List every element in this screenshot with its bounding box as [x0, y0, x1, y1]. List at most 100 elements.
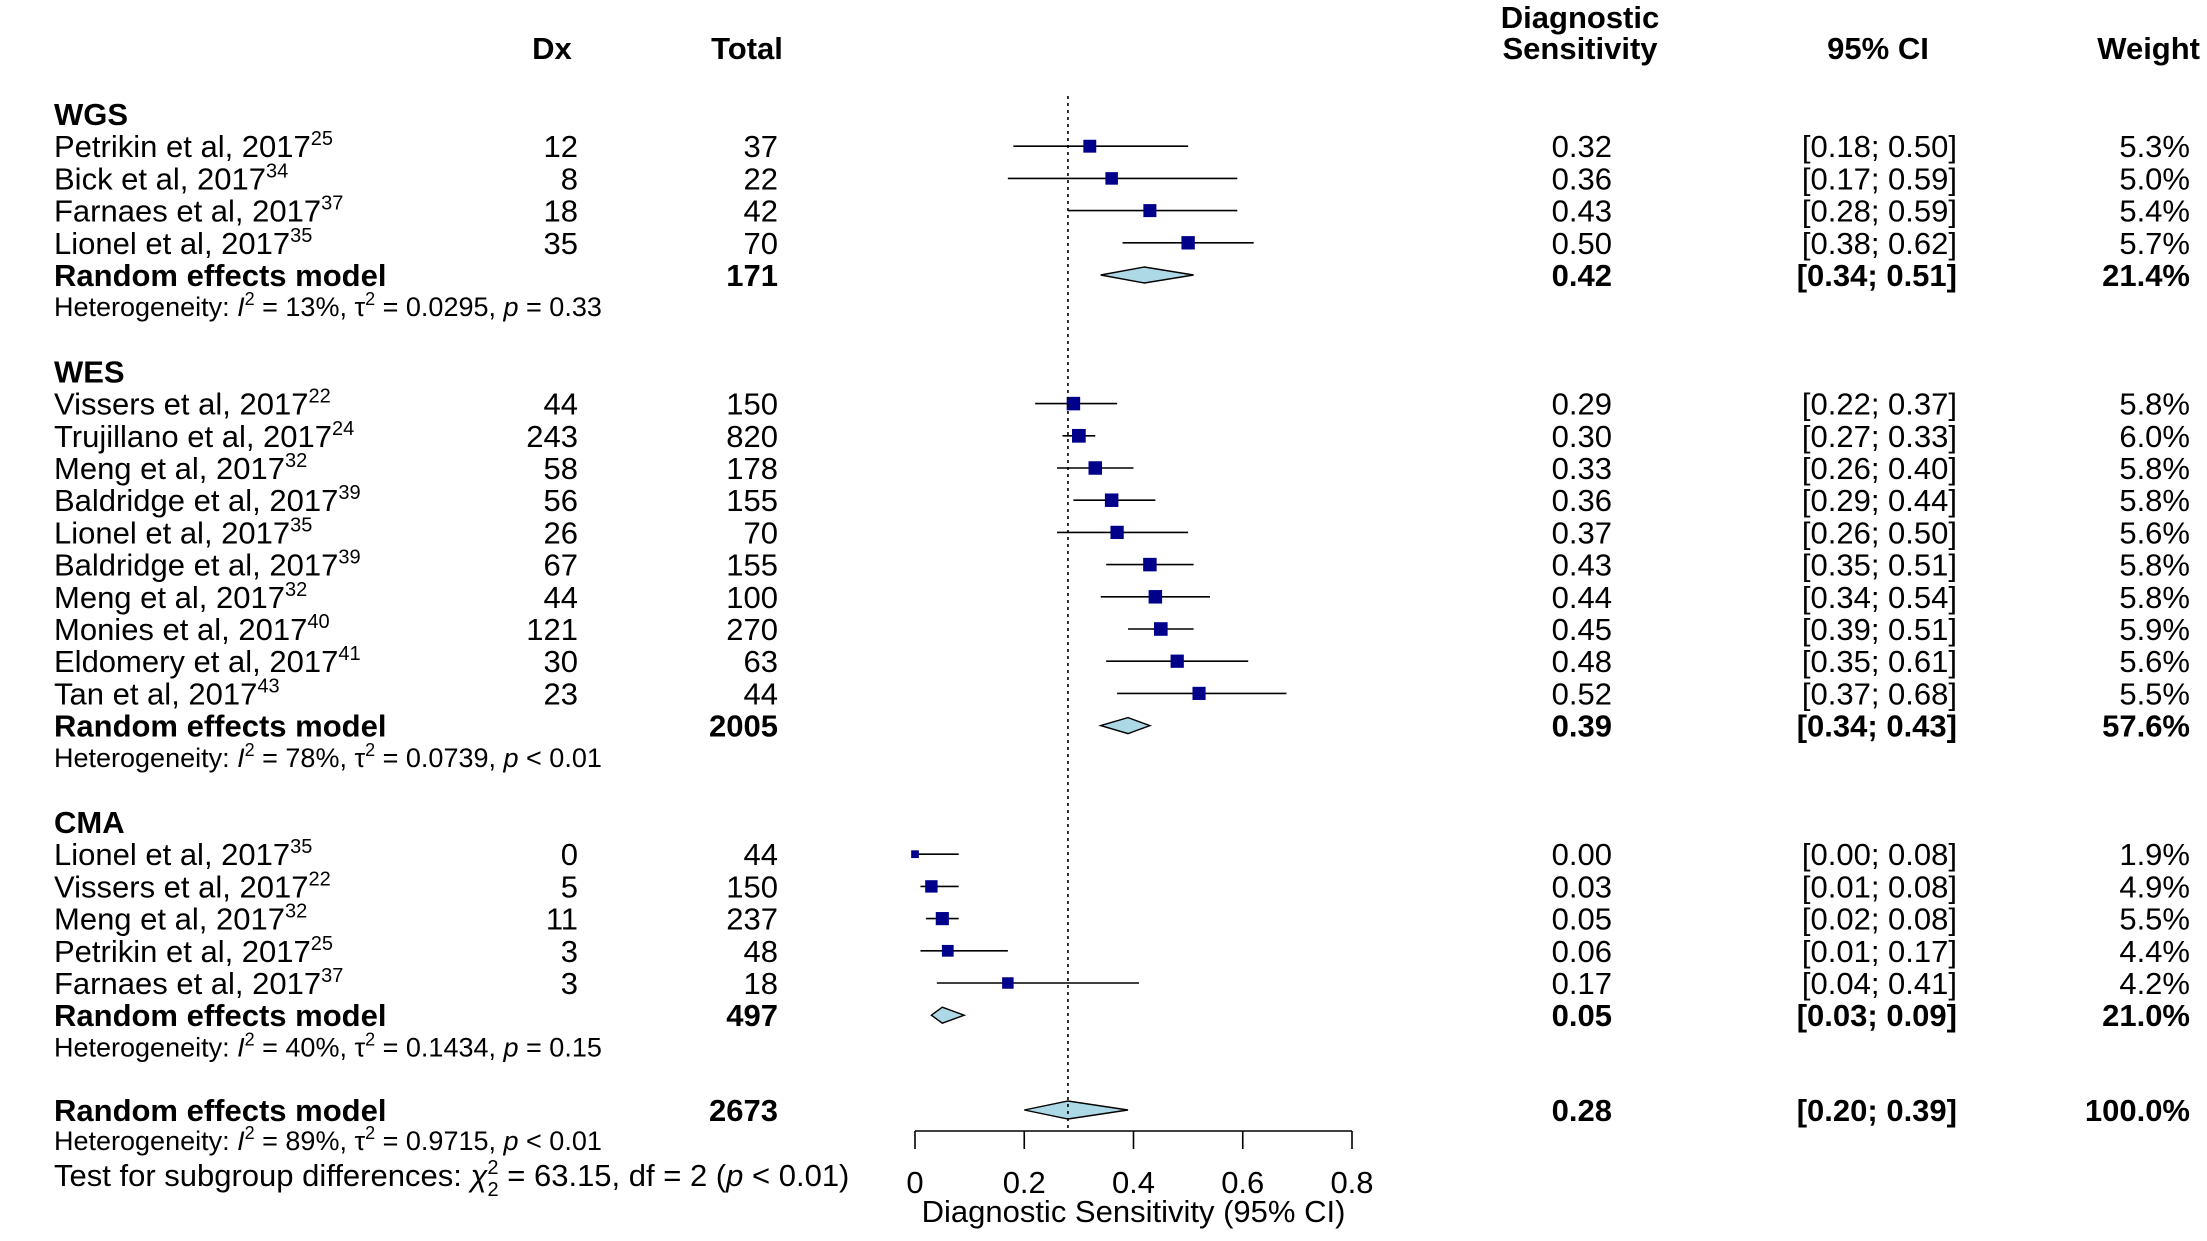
x-tick-label: 0: [906, 1165, 923, 1200]
study-label: Meng et al, 201732: [54, 901, 307, 937]
study-weight: 5.7%: [2119, 226, 2190, 261]
study-label: Farnaes et al, 201737: [54, 193, 343, 229]
model-label: Random effects model: [54, 258, 386, 293]
study-dx: 121: [526, 612, 578, 647]
study-label: Bick et al, 201734: [54, 160, 288, 196]
heterogeneity-text: Heterogeneity: I2 = 89%, τ2 = 0.9715, p …: [54, 1123, 602, 1156]
group-heading-wgs: WGS: [54, 97, 128, 132]
study-total: 18: [744, 966, 778, 1001]
study-estimate: 0.29: [1552, 387, 1612, 422]
study-total: 63: [744, 644, 778, 679]
study-estimate: 0.06: [1552, 934, 1612, 969]
study-estimate: 0.30: [1552, 419, 1612, 454]
x-tick-label: 0.4: [1112, 1165, 1155, 1200]
study-marker: [911, 850, 919, 859]
study-dx: 23: [544, 676, 578, 711]
x-tick-label: 0.2: [1003, 1165, 1046, 1200]
model-weight: 57.6%: [2102, 709, 2190, 744]
study-dx: 0: [561, 837, 578, 872]
study-dx: 12: [544, 129, 578, 164]
model-label: Random effects model: [54, 998, 386, 1033]
overall-estimate: 0.28: [1552, 1093, 1612, 1128]
x-tick-label: 0.8: [1330, 1165, 1373, 1200]
study-weight: 5.8%: [2119, 483, 2190, 518]
study-ci: [0.01; 0.17]: [1802, 934, 1957, 969]
study-total: 70: [744, 226, 778, 261]
group-heading-cma: CMA: [54, 805, 125, 840]
study-dx: 11: [546, 902, 578, 937]
study-label: Lionel et al, 201735: [54, 836, 312, 872]
study-total: 44: [744, 676, 778, 711]
study-dx: 243: [526, 419, 578, 454]
study-weight: 5.8%: [2119, 580, 2190, 615]
header-ci: 95% CI: [1827, 31, 1929, 66]
study-marker: [935, 912, 949, 926]
overall-weight: 100.0%: [2085, 1093, 2190, 1128]
study-marker: [1170, 654, 1184, 668]
study-weight: 5.8%: [2119, 451, 2190, 486]
study-ci: [0.18; 0.50]: [1802, 129, 1957, 164]
study-label: Meng et al, 201732: [54, 450, 307, 486]
study-estimate: 0.17: [1552, 966, 1612, 1001]
study-weight: 5.5%: [2119, 902, 2190, 937]
study-label: Eldomery et al, 201741: [54, 643, 361, 679]
study-marker: [1143, 204, 1157, 218]
study-ci: [0.37; 0.68]: [1802, 676, 1957, 711]
study-marker: [1110, 525, 1124, 540]
study-label: Baldridge et al, 201739: [54, 547, 361, 583]
study-dx: 8: [561, 161, 578, 196]
study-estimate: 0.52: [1552, 676, 1612, 711]
study-marker: [1066, 396, 1081, 411]
study-dx: 5: [561, 869, 578, 904]
study-label: Lionel et al, 201735: [54, 225, 312, 261]
study-total: 150: [726, 869, 778, 904]
study-marker: [941, 944, 954, 957]
x-axis-title: Diagnostic Sensitivity (95% CI): [922, 1194, 1346, 1229]
study-estimate: 0.36: [1552, 161, 1612, 196]
model-total: 2005: [709, 709, 778, 744]
study-total: 42: [744, 194, 778, 229]
study-ci: [0.35; 0.61]: [1802, 644, 1957, 679]
study-weight: 4.4%: [2119, 934, 2190, 969]
study-dx: 58: [544, 451, 578, 486]
study-ci: [0.38; 0.62]: [1802, 226, 1957, 261]
x-tick-label: 0.6: [1221, 1165, 1264, 1200]
study-ci: [0.29; 0.44]: [1802, 483, 1957, 518]
study-label: Tan et al, 201743: [54, 675, 280, 711]
study-total: 237: [726, 902, 778, 937]
header-total: Total: [711, 31, 783, 66]
study-total: 155: [726, 548, 778, 583]
header-weight: Weight: [2097, 31, 2200, 66]
study-weight: 5.6%: [2119, 644, 2190, 679]
model-weight: 21.0%: [2102, 998, 2190, 1033]
study-total: 48: [744, 934, 778, 969]
study-label: Farnaes et al, 201737: [54, 965, 343, 1001]
header-estimate-line2: Sensitivity: [1502, 31, 1658, 66]
study-ci: [0.34; 0.54]: [1802, 580, 1957, 615]
study-dx: 26: [544, 515, 578, 550]
pooled-estimate-diamond: [1100, 266, 1194, 284]
header-estimate-line1: Diagnostic: [1501, 0, 1659, 35]
study-label: Lionel et al, 201735: [54, 514, 312, 550]
overall-model-label: Random effects model: [54, 1093, 386, 1128]
study-total: 22: [744, 161, 778, 196]
model-estimate: 0.05: [1552, 998, 1612, 1033]
study-ci: [0.26; 0.40]: [1802, 451, 1957, 486]
study-weight: 5.8%: [2119, 548, 2190, 583]
study-estimate: 0.32: [1552, 129, 1612, 164]
heterogeneity-text: Heterogeneity: I2 = 78%, τ2 = 0.0739, p …: [54, 740, 602, 773]
study-label: Vissers et al, 201722: [54, 868, 331, 904]
study-marker: [1105, 172, 1118, 185]
study-estimate: 0.45: [1552, 612, 1612, 647]
study-weight: 4.2%: [2119, 966, 2190, 1001]
study-total: 155: [726, 483, 778, 518]
study-dx: 3: [561, 934, 578, 969]
study-label: Petrikin et al, 201725: [54, 933, 333, 969]
study-estimate: 0.36: [1552, 483, 1612, 518]
study-weight: 5.9%: [2119, 612, 2190, 647]
heterogeneity-text: Heterogeneity: I2 = 40%, τ2 = 0.1434, p …: [54, 1029, 602, 1062]
study-dx: 35: [544, 226, 578, 261]
study-total: 820: [726, 419, 778, 454]
